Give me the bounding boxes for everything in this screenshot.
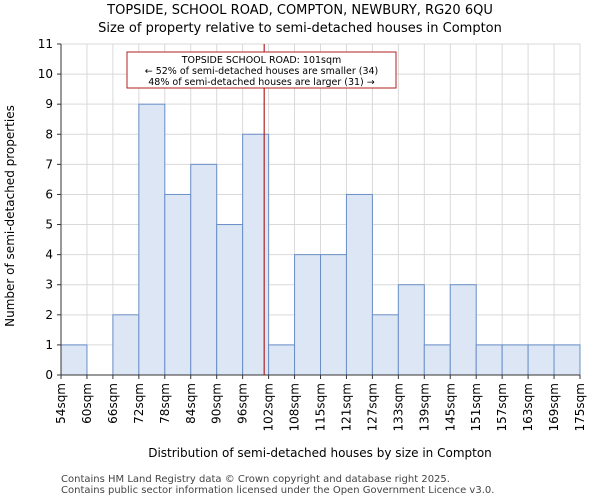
x-tick-label: 96sqm	[236, 383, 250, 424]
x-tick-label: 115sqm	[314, 383, 328, 431]
x-tick-label: 108sqm	[288, 383, 302, 431]
x-tick-label: 121sqm	[339, 383, 353, 431]
y-tick-label: 3	[45, 278, 53, 292]
footer-licence: Contains public sector information licen…	[61, 485, 495, 496]
x-tick-label: 54sqm	[54, 383, 68, 424]
x-tick-label: 127sqm	[365, 383, 379, 431]
x-axis-ticks: 54sqm 60sqm 66sqm 72sqm 78sqm 84sqm 90sqm 96sqm…	[54, 375, 587, 431]
footer-copyright: Contains HM Land Registry data © Crown c…	[61, 474, 450, 485]
y-axis-ticks: 0 1 2 3 4 5 6 7 8 9 10 11	[38, 37, 61, 382]
x-tick-label: 60sqm	[80, 383, 94, 424]
bar	[190, 163, 218, 376]
x-tick-label: 145sqm	[443, 383, 457, 431]
y-tick-label: 1	[45, 338, 53, 352]
x-tick-label: 157sqm	[495, 383, 509, 431]
y-tick-label: 10	[38, 67, 53, 81]
y-tick-label: 5	[45, 218, 53, 232]
y-axis-label: Number of semi-detached properties	[3, 105, 17, 327]
bar	[345, 193, 373, 376]
x-tick-label: 66sqm	[106, 383, 120, 424]
x-tick-label: 78sqm	[158, 383, 172, 424]
x-tick-label: 102sqm	[262, 383, 276, 431]
x-tick-label: 133sqm	[391, 383, 405, 431]
bar	[138, 103, 166, 376]
bar	[60, 344, 88, 376]
x-tick-label: 163sqm	[521, 383, 535, 431]
bar	[320, 254, 347, 376]
chart-subtitle: Size of property relative to semi-detach…	[98, 21, 502, 36]
x-axis-label: Distribution of semi-detached houses by …	[148, 446, 492, 460]
bar	[112, 314, 140, 376]
property-marker: TOPSIDE SCHOOL ROAD: 101sqm← 52% of semi…	[126, 44, 397, 375]
bar	[475, 344, 503, 376]
bar	[423, 344, 451, 376]
x-tick-label: 84sqm	[184, 383, 198, 424]
marker-annotation-box	[126, 51, 397, 89]
bar	[216, 224, 244, 376]
x-tick-label: 169sqm	[547, 383, 561, 431]
x-tick-label: 139sqm	[417, 383, 431, 431]
bar	[397, 284, 425, 376]
bar	[501, 344, 529, 376]
x-tick-label: 151sqm	[469, 383, 483, 431]
chart-title: TOPSIDE, SCHOOL ROAD, COMPTON, NEWBURY, …	[107, 3, 493, 18]
bar	[371, 314, 399, 376]
x-tick-label: 90sqm	[210, 383, 224, 424]
marker-annotation-line: ← 52% of semi-detached houses are smalle…	[145, 66, 379, 77]
x-tick-label: 72sqm	[132, 383, 146, 424]
bar	[449, 284, 477, 376]
marker-annotation-line: 48% of semi-detached houses are larger (…	[148, 77, 375, 88]
y-tick-label: 11	[38, 37, 53, 51]
bar	[164, 193, 192, 376]
bar	[268, 344, 296, 376]
y-tick-label: 0	[45, 368, 53, 382]
bar	[527, 344, 555, 376]
bar	[294, 254, 321, 376]
y-tick-label: 8	[45, 127, 53, 141]
y-tick-label: 6	[45, 187, 53, 201]
x-tick-label: 175sqm	[573, 383, 587, 431]
marker-annotation-line: TOPSIDE SCHOOL ROAD: 101sqm	[181, 55, 342, 66]
y-tick-label: 2	[45, 308, 53, 322]
y-tick-label: 4	[45, 248, 53, 262]
y-tick-label: 9	[45, 97, 53, 111]
bar	[553, 344, 581, 376]
y-tick-label: 7	[45, 157, 53, 171]
